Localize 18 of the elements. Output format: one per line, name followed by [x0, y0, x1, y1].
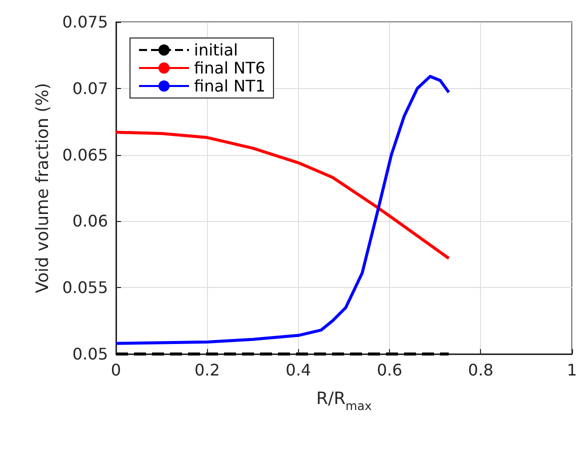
- y-tick-label: 0.055: [62, 278, 108, 298]
- y-tick-label: 0.065: [62, 145, 108, 164]
- x-tick-label: 0.2: [194, 360, 220, 380]
- legend-label: initial: [194, 40, 238, 60]
- legend-label: final NT1: [194, 76, 266, 96]
- x-tick-label: 0.8: [468, 360, 494, 380]
- line-series: [114, 74, 450, 345]
- legend-label: final NT6: [194, 58, 266, 78]
- y-tick-label: 0.05: [72, 344, 108, 364]
- x-tick-label: 0.4: [286, 360, 312, 380]
- y-tick-label: 0.075: [62, 12, 108, 32]
- x-tick-label: 1: [566, 360, 578, 380]
- y-tick-label: 0.07: [72, 78, 108, 98]
- line-series: [114, 130, 450, 260]
- x-tick-label: 0: [110, 360, 122, 380]
- y-tick-label: 0.06: [72, 212, 108, 231]
- y-axis-title: Void volume fraction (%): [32, 82, 53, 294]
- x-tick-label: 0.6: [376, 360, 402, 380]
